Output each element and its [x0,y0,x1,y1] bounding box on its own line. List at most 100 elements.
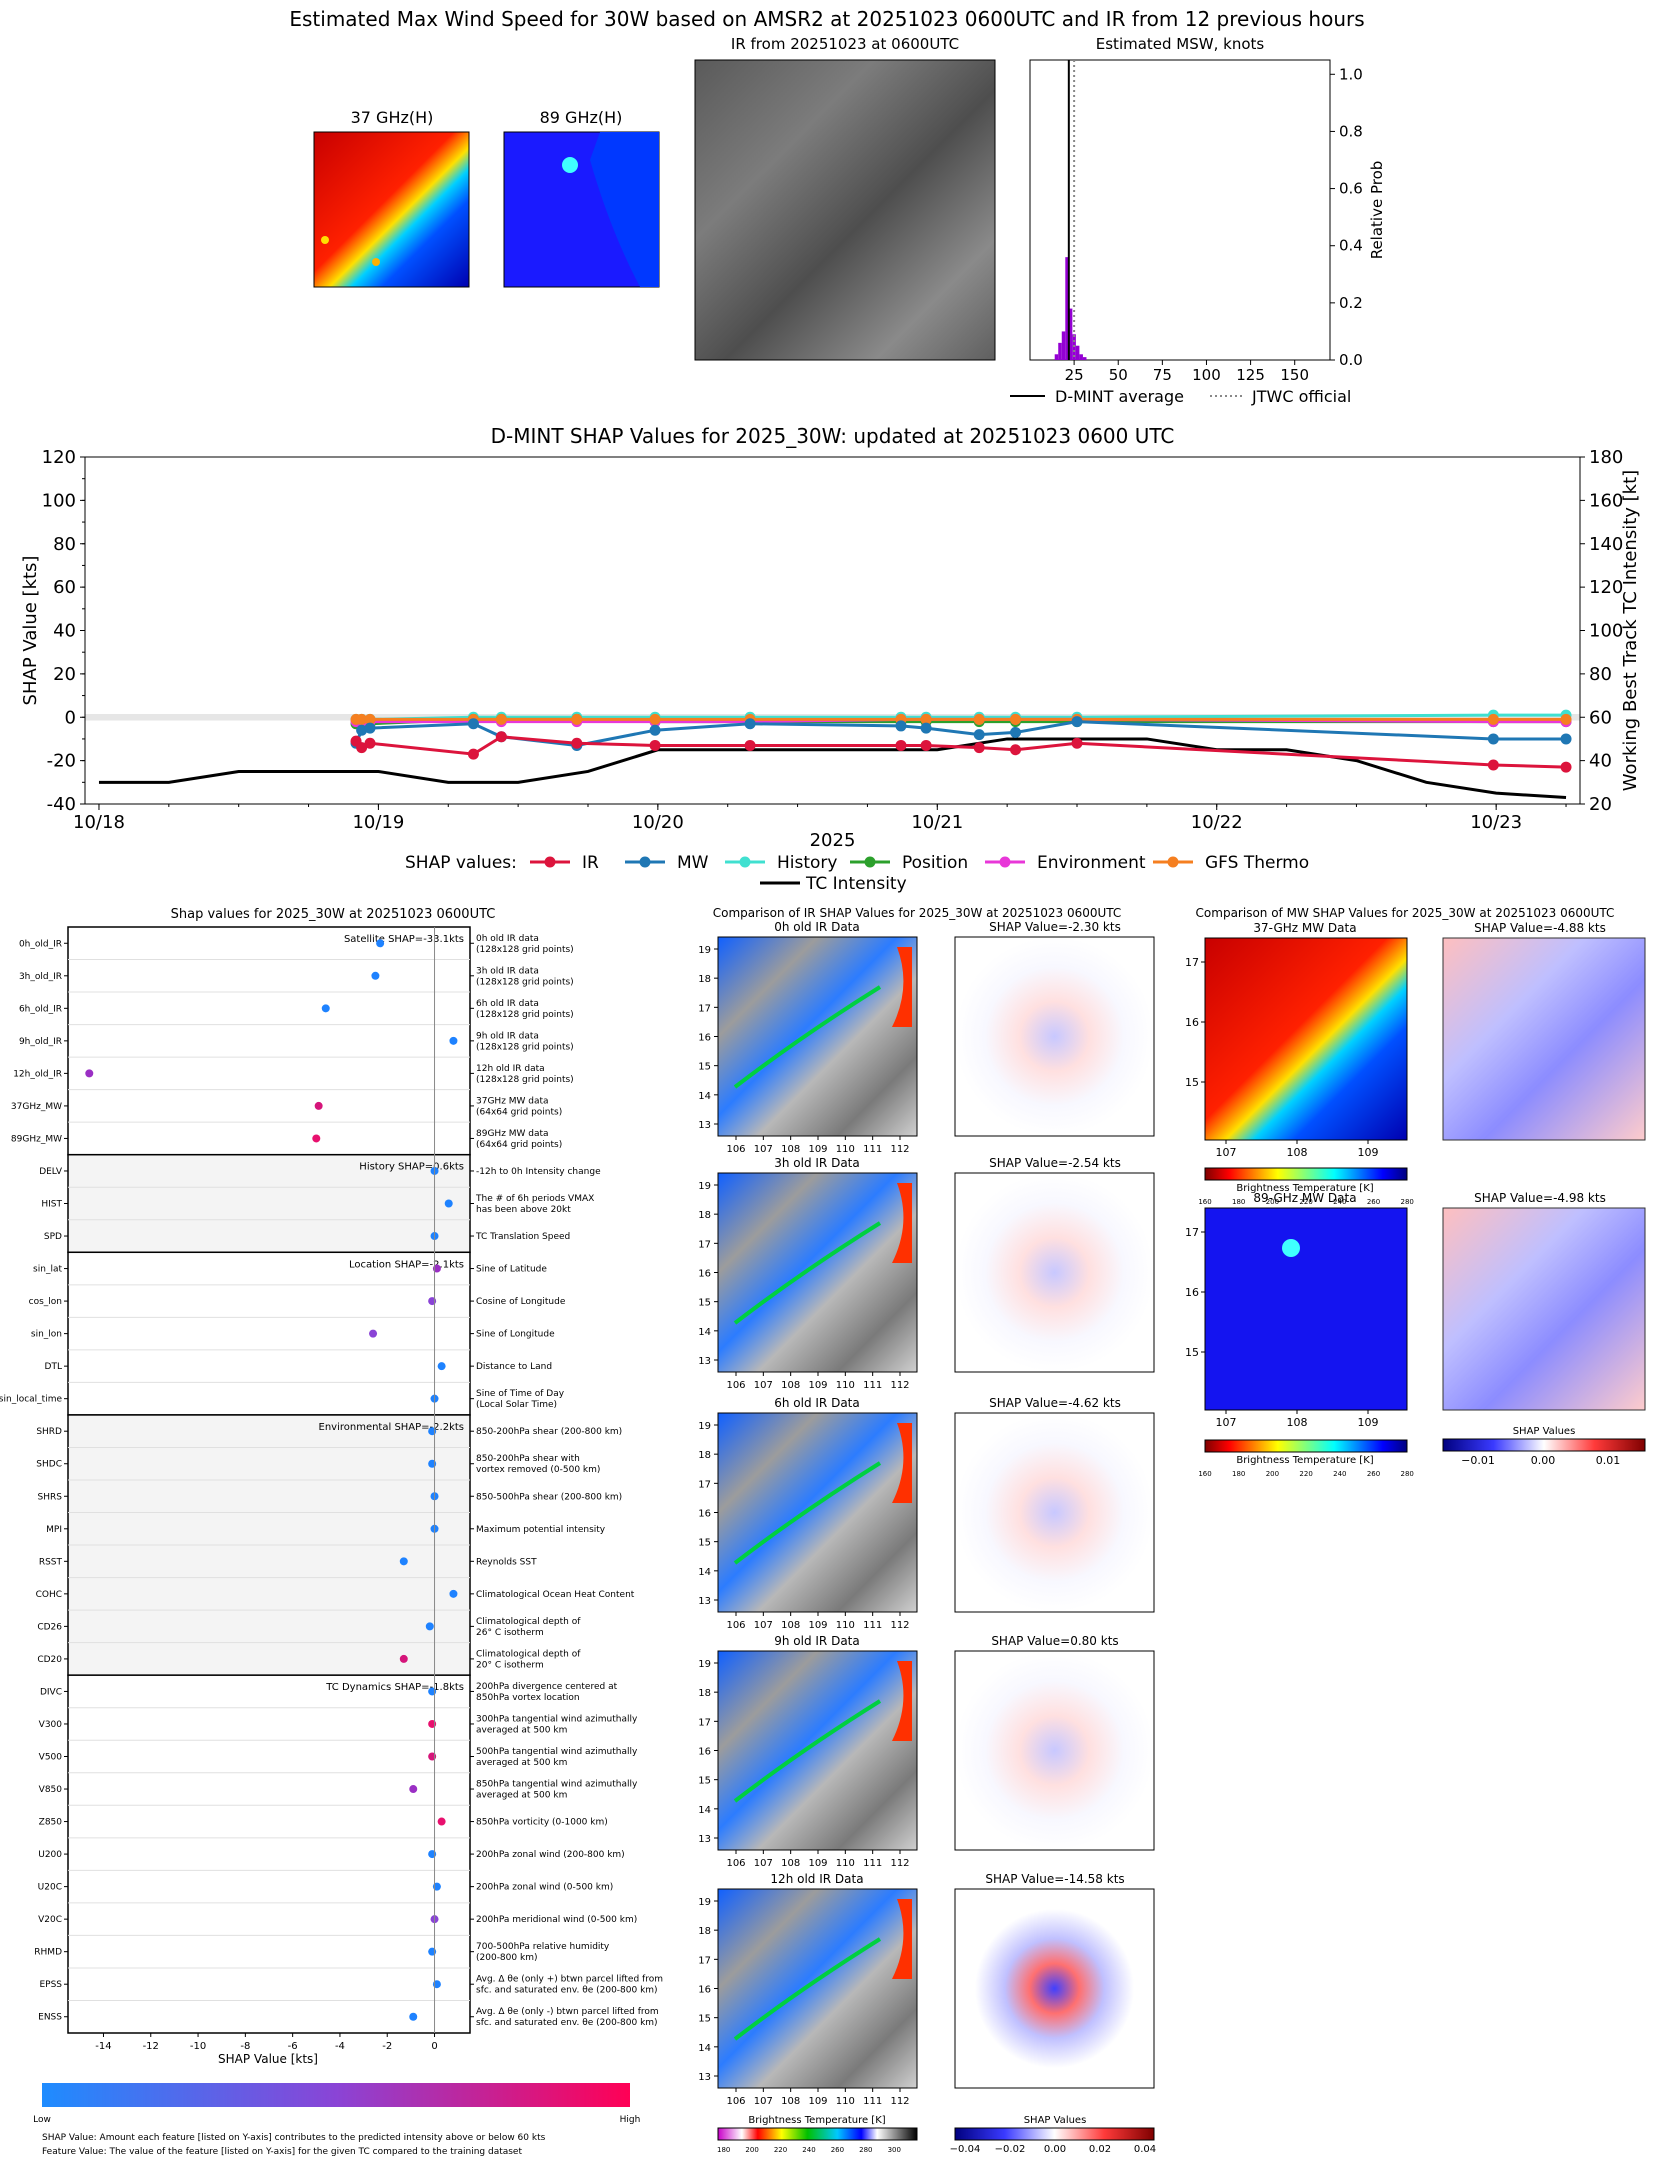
feat-name: CD26 [37,1622,62,1632]
feat-point [437,1362,446,1371]
feat-desc: -12h to 0h Intensity change [476,1167,601,1177]
feat-desc: 500hPa tangential wind azimuthally [476,1747,638,1757]
ir-xtick-label: 112 [890,2096,909,2107]
feat-desc: averaged at 500 km [476,1758,567,1768]
feat-group-label: TC Dynamics SHAP=-1.8kts [325,1682,464,1693]
mw-ytick-label: 16 [1185,1016,1199,1029]
ts-legend-title: SHAP values: [405,853,517,873]
mw-bt-colorbar-tick: 280 [1401,1198,1414,1206]
ir-ytick-label: 13 [698,1596,711,1607]
msw-xtick-label: 75 [1153,366,1172,384]
feat-desc: Climatological depth of [476,1649,581,1659]
feat-group-box [67,1674,471,2034]
feat-point [409,2012,418,2021]
feat-point [312,1134,321,1143]
legend-marker-ir [544,856,556,868]
feat-group-box [67,1153,471,1254]
mw-89-image-spot [1282,1239,1300,1257]
feat-name: HIST [41,1200,62,1210]
ir-shap-title: SHAP Value=-2.30 kts [989,920,1121,934]
ir-bt-colorbar-tick: 240 [802,2146,815,2154]
feat-name: SHDC [36,1460,62,1470]
ts-ytick-right-label: 140 [1589,534,1623,555]
ir-image [717,936,918,1137]
feat-name: U20C [38,1883,62,1893]
feat-desc: (128x128 grid points) [476,1042,574,1052]
feat-desc: Avg. Δ θe (only +) btwn parcel lifted fr… [476,1975,663,1985]
mw-ytick-label: 15 [1185,1346,1199,1359]
ir-xtick-label: 112 [890,1144,909,1155]
image-37ghz-spot [372,258,380,266]
ir-shap-title: SHAP Value=-14.58 kts [985,1872,1124,1886]
series-point-ir [973,742,985,754]
feat-point [425,1622,434,1631]
ir-bt-colorbar-tick: 280 [859,2146,872,2154]
feat-xtick-label: -2 [382,2041,392,2052]
legend-label-history: History [777,853,837,873]
msw-xtick-label: 50 [1109,366,1128,384]
feat-desc: 26° C isotherm [476,1628,544,1638]
ir-xtick-label: 106 [726,1858,745,1869]
series-point-mw [744,718,756,730]
mw-bt-colorbar-tick: 260 [1367,1198,1380,1206]
feat-point [314,1101,323,1110]
series-point-mw [1487,733,1499,745]
ts-ytick-right-label: 80 [1589,664,1612,685]
ts-xtick-label: 10/19 [352,812,404,833]
ir-xtick-label: 111 [863,2096,882,2107]
mw-panel-title: 37-GHz MW Data [1253,921,1356,935]
mw-xtick-label: 109 [1358,1146,1379,1159]
feat-name: 6h_old_IR [19,1004,62,1014]
feat-desc: Maximum potential intensity [476,1525,606,1535]
ir-shap-title: SHAP Value=-4.62 kts [989,1396,1121,1410]
mw-xtick-label: 107 [1216,1416,1237,1429]
ts-ytick-right-label: 20 [1589,794,1612,815]
ir-image-hot-spot [892,1661,912,1741]
ts-ytick-right-label: 100 [1589,621,1623,642]
feat-desc: (Local Solar Time) [476,1400,557,1410]
feat-point [399,1557,408,1566]
panel-37-title: 37 GHz(H) [351,108,434,127]
feat-title: Shap values for 2025_30W at 20251023 060… [171,907,496,922]
ir-image-hot-spot [892,1899,912,1979]
feat-point [371,971,380,980]
ir-image-band [733,985,882,1089]
feat-name: Z850 [39,1818,63,1828]
feat-name: CD20 [37,1655,62,1665]
ir-ytick-label: 19 [698,1659,711,1670]
ir-panel-title: 3h old IR Data [774,1156,860,1170]
mw-bt-colorbar-tick: 240 [1333,1198,1346,1206]
msw-bar [1072,334,1076,360]
series-point-mw [920,722,932,734]
feat-name: MPI [46,1525,62,1535]
image-ir [694,59,996,361]
mw-bt-colorbar-tick: 220 [1299,1470,1312,1478]
ir-ytick-label: 16 [698,1269,711,1280]
feat-desc: sfc. and saturated env. θe (200-800 km) [476,1986,658,1996]
msw-bar [1058,342,1062,360]
ir-xtick-label: 108 [781,1380,800,1391]
feat-desc: (128x128 grid points) [476,1010,574,1020]
mw-shap-colorbar-tick: 0.01 [1596,1454,1621,1467]
mw-shap-title: SHAP Value=-4.88 kts [1474,921,1606,935]
feat-name: 9h_old_IR [19,1037,62,1047]
msw-xtick-label: 125 [1236,366,1265,384]
feat-desc: averaged at 500 km [476,1791,567,1801]
ir-ytick-label: 17 [698,1479,711,1490]
feat-xtick-label: -12 [143,2041,159,2052]
feat-desc: 9h old IR data [476,1031,539,1041]
feature-shap-chart: Shap values for 2025_30W at 20251023 060… [0,907,663,2125]
feat-colorbar-low: Low [33,2115,51,2125]
ir-shap-colorbar [954,2127,1155,2141]
ir-xtick-label: 107 [754,2096,773,2107]
mw-bt-colorbar-label: Brightness Temperature [K] [1236,1455,1373,1466]
ir-shap-image [954,1888,1155,2089]
ir-xtick-label: 112 [890,1380,909,1391]
series-point-ir [1560,761,1572,773]
series-point-gfs-thermo [1010,713,1022,725]
ir-ytick-label: 15 [698,1298,711,1309]
feat-group-box [67,1251,471,1416]
feat-desc: Climatological Ocean Heat Content [476,1590,635,1600]
feat-name: RSST [39,1557,63,1567]
ir-image-hot-spot [892,1423,912,1503]
